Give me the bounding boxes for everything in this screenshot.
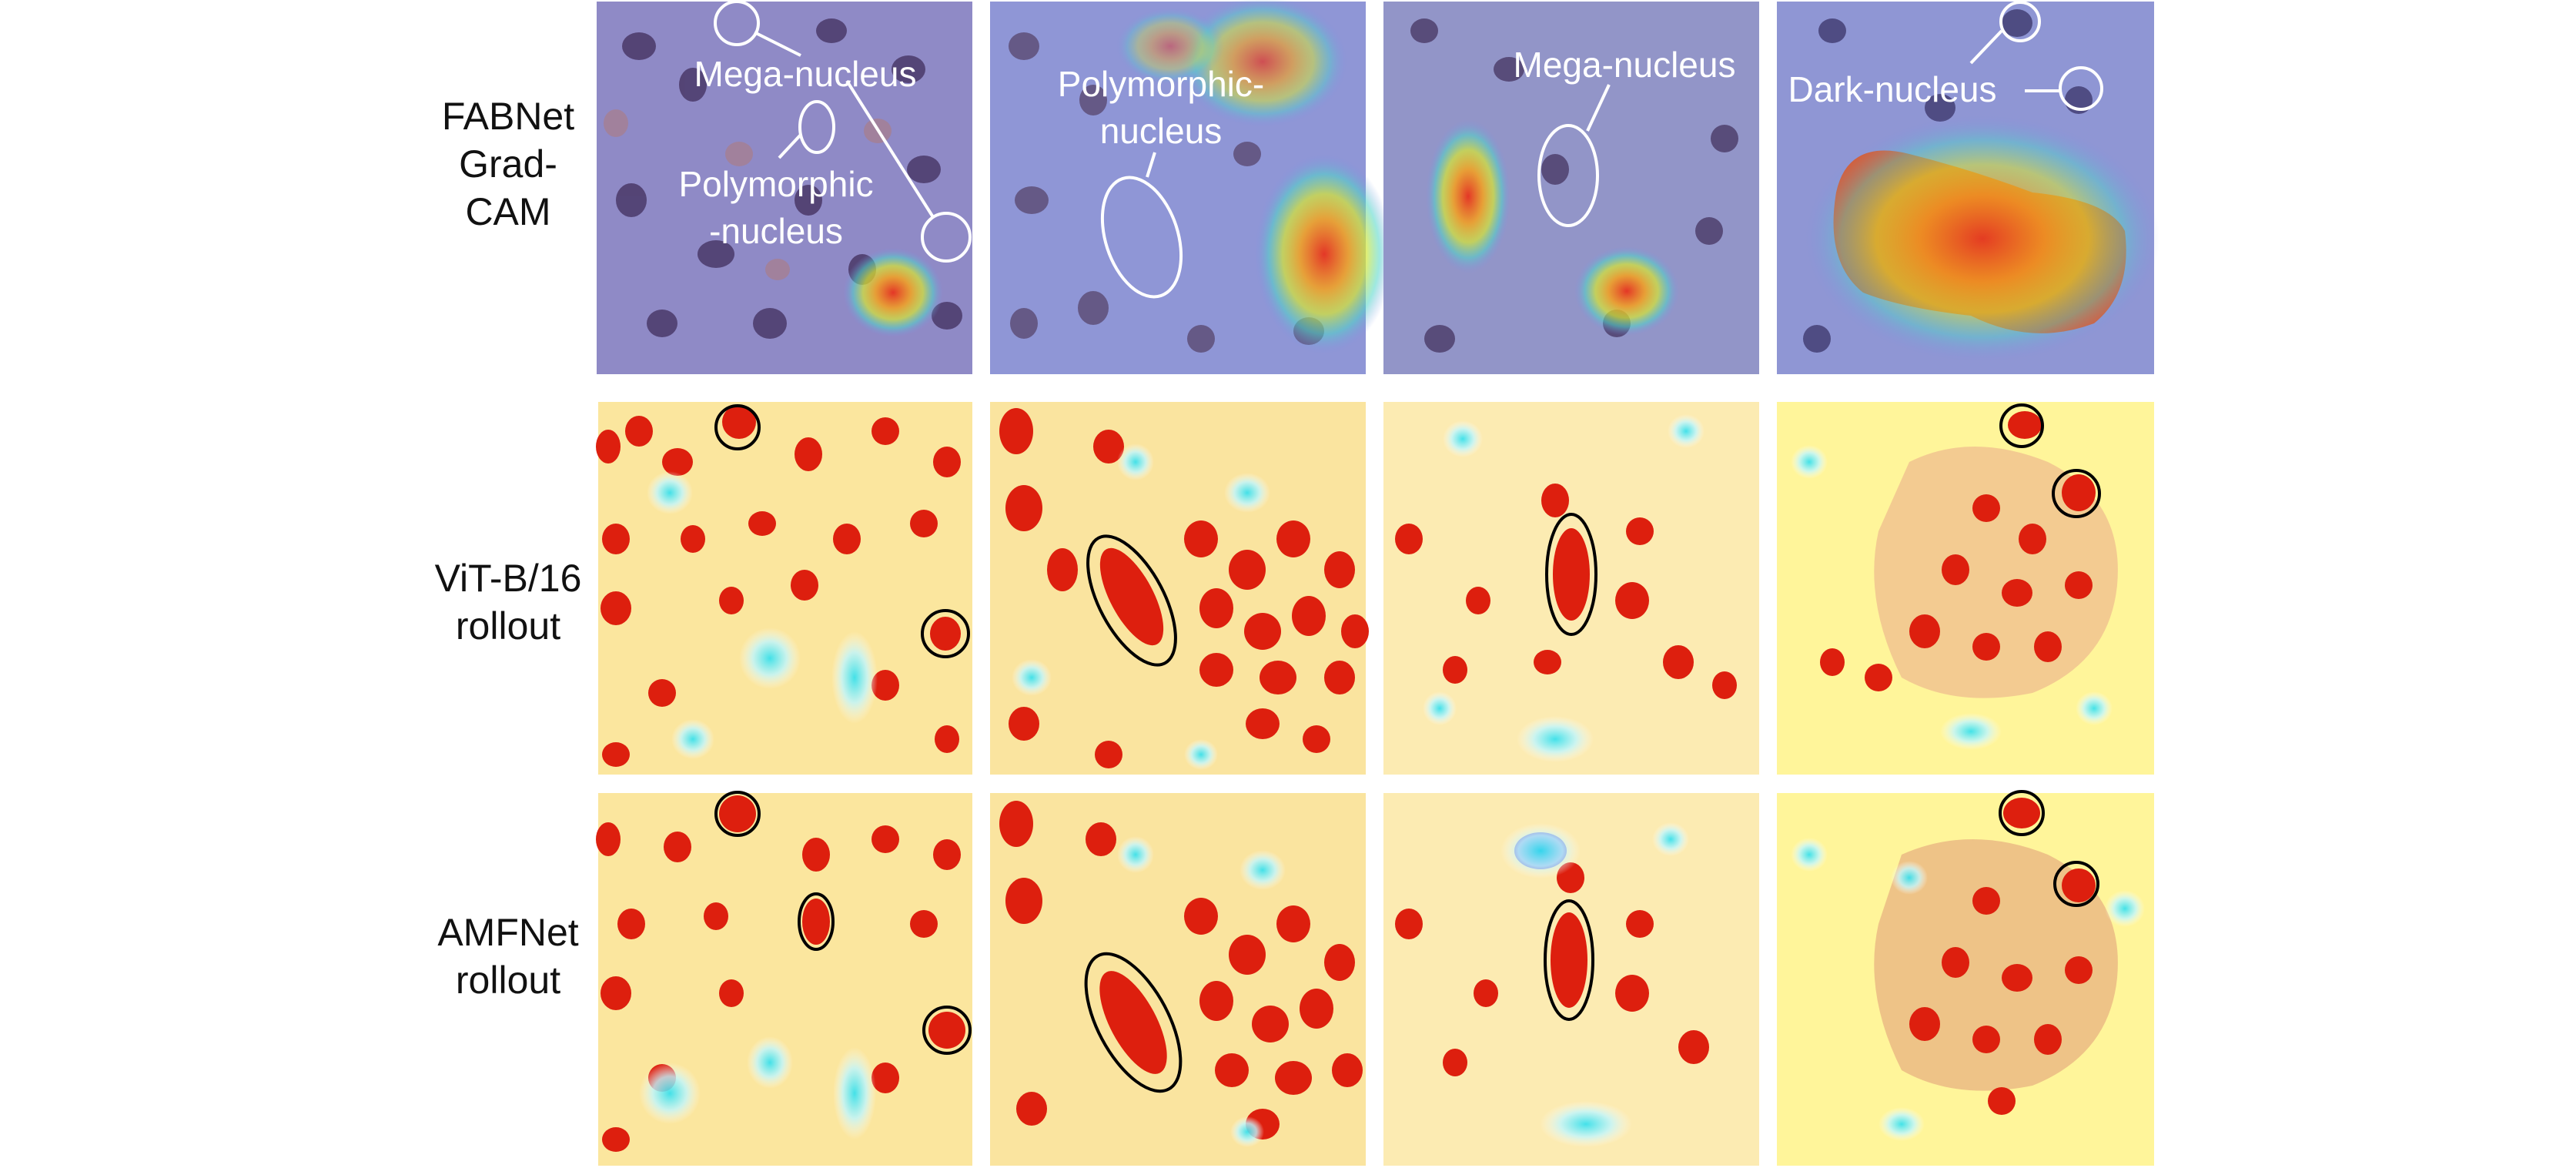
panel-amfnet-col4 <box>1777 793 2154 1166</box>
row-label-line: CAM <box>465 190 551 233</box>
row-label-line: ViT-B/16 <box>434 557 582 600</box>
row-label-line: FABNet <box>441 95 575 138</box>
label-polymorphic-col1-line1: Polymorphic <box>678 164 873 204</box>
row-label-line: Grad- <box>459 142 557 186</box>
panel-fabnet-col1 <box>597 2 972 374</box>
row-label-amfnet: AMFNet rollout <box>393 909 624 1004</box>
panel-vit-col2 <box>990 402 1369 775</box>
panel-amfnet-col1 <box>596 793 972 1166</box>
fabnet-annotation-labels: Mega-nucleus Polymorphic -nucleus Polymo… <box>678 45 1996 251</box>
amfnet-annotation-circles <box>714 790 2099 1093</box>
panel-fabnet-col4 <box>1777 2 2159 374</box>
row-label-line: rollout <box>455 604 561 648</box>
fabnet-annotation-circles <box>714 0 2103 299</box>
panel-vit-col4 <box>1777 402 2154 775</box>
panel-fabnet-col3 <box>1383 2 1759 374</box>
row-label-line: rollout <box>455 959 561 1002</box>
label-polymorphic-col2-line1: Polymorphic- <box>1058 64 1264 104</box>
panel-vit-col3 <box>1383 402 1759 775</box>
label-dark-nucleus-col4: Dark-nucleus <box>1788 69 1997 109</box>
panel-vit-col1 <box>596 402 972 775</box>
panel-amfnet-col2 <box>990 793 1366 1166</box>
panel-fabnet-col2 <box>990 0 1393 374</box>
label-polymorphic-col2-line2: nucleus <box>1100 111 1223 151</box>
vit-annotation-circles <box>714 403 2101 667</box>
panel-amfnet-col3 <box>1383 793 1759 1166</box>
row-label-line: AMFNet <box>437 911 579 954</box>
label-mega-nucleus-col3: Mega-nucleus <box>1514 45 1736 85</box>
label-mega-nucleus-col1: Mega-nucleus <box>694 54 917 94</box>
row-label-fabnet: FABNet Grad- CAM <box>393 92 624 236</box>
row-label-vit: ViT-B/16 rollout <box>393 554 624 650</box>
label-polymorphic-col1-line2: -nucleus <box>709 211 843 251</box>
